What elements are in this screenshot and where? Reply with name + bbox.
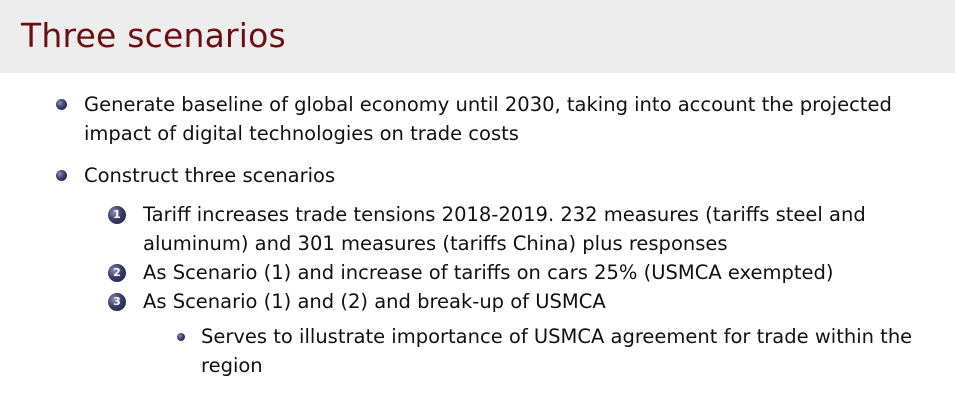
scenario-item-3: As Scenario (1) and (2) and break-up of … (143, 290, 606, 313)
slide-title: Three scenarios (21, 16, 286, 55)
scenario-item-1: Tariff increases trade tensions 2018-201… (143, 203, 866, 255)
bullet-marker (56, 99, 67, 110)
bullet-item-baseline: Generate baseline of global economy unti… (84, 93, 892, 145)
bullet-marker (56, 170, 67, 181)
title-bar: Three scenarios (0, 0, 955, 73)
scenario-item-2: As Scenario (1) and increase of tariffs … (143, 261, 834, 284)
sub-bullet-marker (177, 333, 185, 341)
sub-bullet-item-illustrate: Serves to illustrate importance of USMCA… (201, 325, 913, 377)
bullet-item-construct: Construct three scenarios (84, 164, 336, 187)
scenario-number-1: 1 (108, 206, 126, 224)
scenario-number-3: 3 (108, 293, 126, 311)
scenario-number-2: 2 (108, 264, 126, 282)
